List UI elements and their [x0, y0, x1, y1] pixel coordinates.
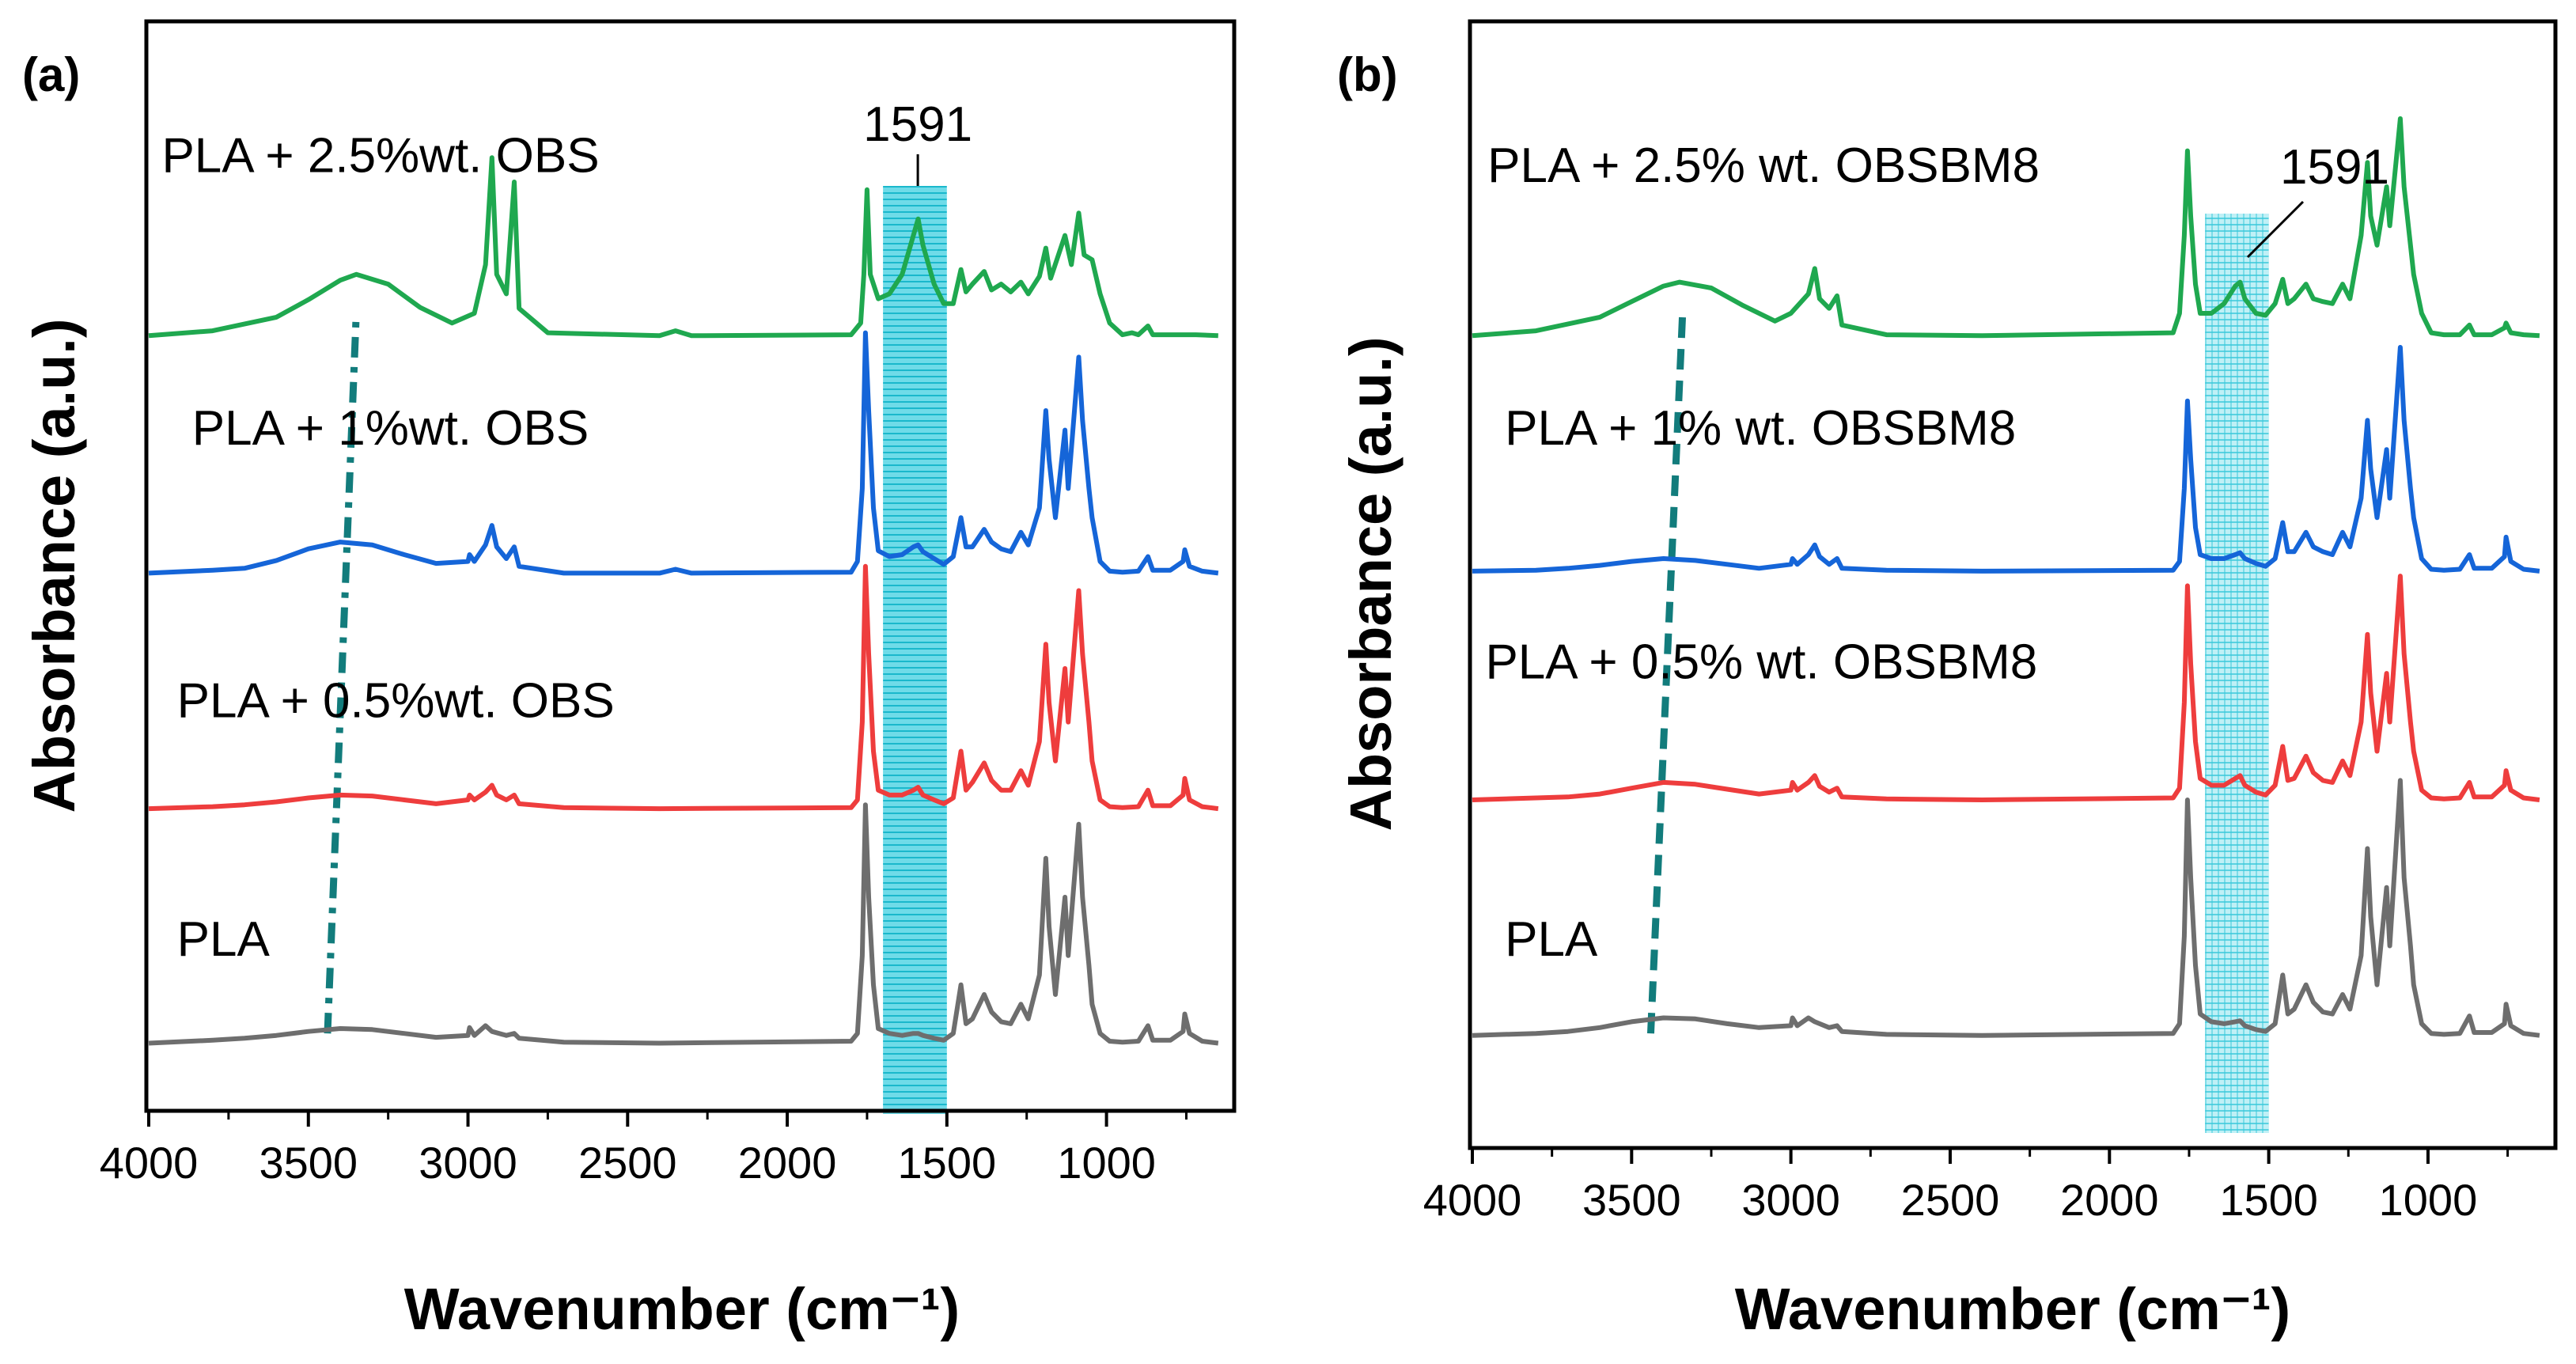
panel-a: 4000 3500 3000 2500 2000 1500 1000 (a) PLA + 2…	[21, 19, 1237, 1342]
x-tick-label: 2500	[578, 1138, 677, 1188]
hatched-band-1591	[2205, 214, 2269, 1133]
x-axis-ticks: 4000 3500 3000 2500 2000 1500 1000	[100, 1111, 1188, 1188]
x-tick-label: 2000	[738, 1138, 837, 1188]
x-tick-label: 1000	[2379, 1175, 2478, 1225]
oh-band-trend-line	[324, 313, 360, 1034]
x-tick-label: 1500	[898, 1138, 997, 1188]
series-label: PLA + 0.5%wt. OBS	[177, 673, 615, 728]
band-label: 1591	[863, 97, 972, 152]
oh-band-trend-line	[1646, 313, 1687, 1034]
spectrum-line	[148, 155, 1218, 339]
series-label: PLA + 2.5% wt. OBSBM8	[1487, 138, 2040, 193]
spectrum-line	[1472, 574, 2540, 802]
hatched-band-1591	[883, 186, 947, 1114]
spectrum-line	[1472, 778, 2540, 1038]
x-tick-label: 3000	[1741, 1175, 1840, 1225]
spectrum-line	[148, 330, 1219, 576]
x-tick-label: 4000	[1423, 1175, 1522, 1225]
x-tick-label: 3500	[259, 1138, 358, 1188]
spectrum-line	[148, 802, 1219, 1046]
x-tick-label: 2500	[1901, 1175, 2000, 1225]
x-tick-label: 4000	[100, 1138, 199, 1188]
x-axis-ticks: 4000 3500 3000 2500 2000 1500 1000	[1423, 1148, 2510, 1225]
panel-label: (a)	[22, 48, 80, 101]
x-tick-label: 1000	[1057, 1138, 1156, 1188]
spectrum-line	[1472, 116, 2540, 339]
x-tick-label: 2000	[2060, 1175, 2159, 1225]
x-tick-label: 3500	[1582, 1175, 1681, 1225]
y-axis-title: Absorbance (a.u.)	[21, 319, 87, 813]
plot-frame	[1468, 19, 2558, 1150]
x-tick-label: 1500	[2219, 1175, 2318, 1225]
y-axis-title: Absorbance (a.u.)	[1338, 337, 1404, 832]
x-axis-title: Wavenumber (cm⁻¹)	[1735, 1276, 2290, 1342]
series-label: PLA + 1%wt. OBS	[192, 401, 589, 456]
series-label: PLA + 2.5%wt. OBS	[161, 129, 599, 184]
series-label: PLA + 1% wt. OBSBM8	[1505, 401, 2016, 456]
spectrum-line	[1472, 345, 2540, 574]
band-label: 1591	[2280, 140, 2389, 195]
panel-b: 4000 3500 3000 2500 2000 1500 1000 (b) PLA + 2…	[1337, 19, 2558, 1342]
x-tick-label: 3000	[419, 1138, 517, 1188]
series-label: PLA	[1505, 912, 1598, 967]
plot-frame	[144, 19, 1237, 1113]
x-axis-title: Wavenumber (cm⁻¹)	[404, 1276, 960, 1342]
panel-label: (b)	[1337, 48, 1398, 101]
series-label: PLA + 0.5% wt. OBSBM8	[1485, 635, 2037, 689]
band-label-leader	[2246, 200, 2305, 259]
series-label: PLA	[177, 912, 271, 967]
spectrum-line	[148, 563, 1219, 812]
